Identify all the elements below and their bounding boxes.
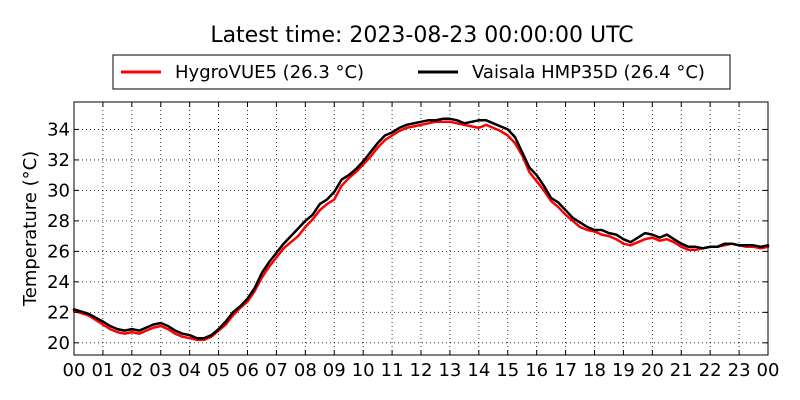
series-lines	[72, 117, 770, 342]
legend-label-hmp35d: Vaisala HMP35D (26.4 °C)	[472, 62, 705, 83]
x-tick-label: 17	[554, 360, 577, 381]
y-tick-label: 32	[47, 150, 70, 171]
x-tick-label: 21	[670, 360, 693, 381]
y-tick-label: 22	[47, 302, 70, 323]
x-tick-label: 18	[583, 360, 606, 381]
x-tick-label: 12	[410, 360, 433, 381]
y-axis-label: Temperature (°C)	[20, 151, 41, 307]
legend: HygroVUE5 (26.3 °C) Vaisala HMP35D (26.4…	[112, 54, 731, 90]
x-tick-label: 08	[294, 360, 317, 381]
chart-title: Latest time: 2023-08-23 00:00:00 UTC	[210, 23, 633, 48]
x-tick-label: 14	[467, 360, 490, 381]
y-tick-label: 26	[47, 241, 70, 262]
y-tick-label: 34	[47, 119, 70, 140]
x-tick-label: 09	[323, 360, 346, 381]
x-axis-ticks: 00 01 02 03 04 05 06 07 08 09 10 11 12 13 14 15 16 17 18 19…	[63, 102, 780, 381]
x-tick-label: 00	[63, 360, 86, 381]
y-tick-label: 30	[47, 180, 70, 201]
x-tick-label: 02	[120, 360, 143, 381]
x-tick-label: 19	[612, 360, 635, 381]
legend-label-hygrovue5: HygroVUE5 (26.3 °C)	[175, 62, 364, 83]
x-tick-label: 15	[496, 360, 519, 381]
x-tick-label: 11	[381, 360, 404, 381]
x-tick-label: 05	[207, 360, 230, 381]
x-tick-label: 04	[178, 360, 201, 381]
grid	[74, 102, 768, 355]
x-tick-label: 20	[641, 360, 664, 381]
y-tick-label: 24	[47, 272, 70, 293]
y-tick-label: 28	[47, 211, 70, 232]
x-tick-label: 10	[352, 360, 375, 381]
x-tick-label: 03	[149, 360, 172, 381]
x-tick-label: 23	[728, 360, 751, 381]
x-tick-label: 00	[757, 360, 780, 381]
y-tick-label: 20	[47, 333, 70, 354]
plot-area-frame	[73, 101, 769, 356]
y-axis-ticks: 20 22 24 26 28 30 32 34	[47, 119, 768, 354]
x-tick-label: 07	[265, 360, 288, 381]
x-tick-label: 06	[236, 360, 259, 381]
x-tick-label: 16	[525, 360, 548, 381]
x-tick-label: 13	[438, 360, 461, 381]
x-tick-label: 01	[91, 360, 114, 381]
series-line-hmp35d	[72, 117, 770, 340]
series-line-hygrovue5	[72, 120, 770, 342]
x-tick-label: 22	[699, 360, 722, 381]
